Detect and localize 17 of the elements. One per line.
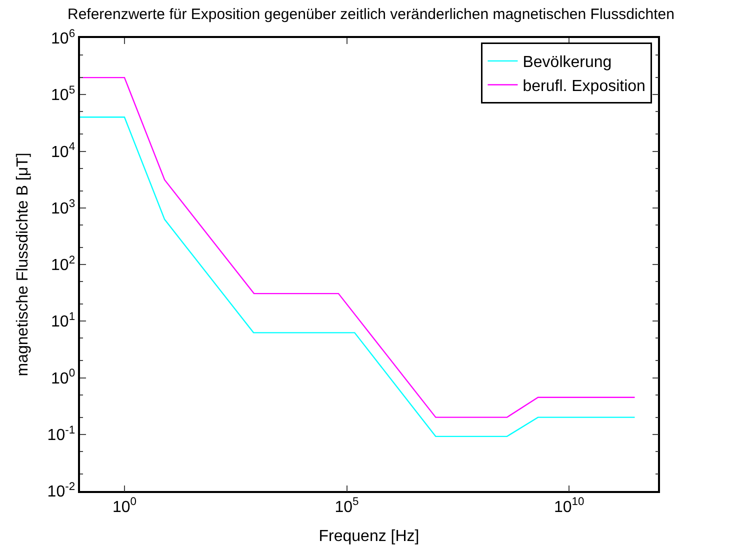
y-tick-label: 10$^{6}$ bbox=[51, 28, 76, 48]
y-tick-label: 10$^{-1}$ bbox=[47, 424, 76, 444]
y-tick-label: 10$^{-2}$ bbox=[47, 480, 76, 501]
y-tick-label: 10$^{0}$ bbox=[51, 368, 76, 388]
y-tick-label: 10$^{5}$ bbox=[51, 84, 76, 104]
y-tick-label: 10$^{1}$ bbox=[51, 311, 76, 331]
legend-label: Bevölkerung bbox=[522, 54, 612, 72]
y-tick-label: 10$^{2}$ bbox=[51, 254, 76, 274]
y-axis-title: magnetische Flussdichte B [μT] bbox=[14, 152, 32, 376]
x-axis-title: Frequenz [Hz] bbox=[318, 528, 420, 546]
y-tick-label: 10$^{3}$ bbox=[51, 198, 76, 218]
x-tick-label: 10$^{10}$ bbox=[554, 496, 584, 516]
legend-label: berufl. Exposition bbox=[522, 78, 646, 95]
x-tick-label: 10$^{5}$ bbox=[334, 496, 359, 516]
chart-title: Referenzwerte für Exposition gegenüber zeitlich veränderlichen magnetischen Flussdichten bbox=[67, 6, 675, 23]
y-tick-label: 10$^{4}$ bbox=[51, 141, 76, 161]
x-tick-label: 10$^{0}$ bbox=[112, 496, 136, 516]
